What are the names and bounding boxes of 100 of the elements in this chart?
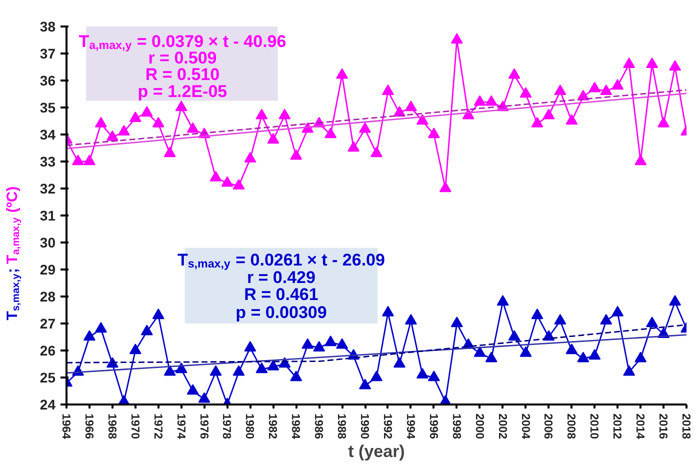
y-tick-label: 38	[40, 18, 56, 34]
point	[393, 357, 406, 368]
point	[152, 116, 164, 128]
x-tick-label: 1986	[312, 414, 324, 440]
point	[566, 344, 578, 354]
point	[359, 122, 372, 133]
point	[485, 352, 498, 362]
point	[669, 295, 682, 306]
x-tick-label: 1984	[289, 414, 302, 440]
x-tick-label: 1996	[426, 414, 439, 440]
point	[83, 330, 96, 341]
point	[359, 378, 372, 390]
x-tick-label: 1970	[128, 414, 140, 440]
point	[554, 314, 566, 324]
annotation: R = 0.510	[145, 65, 220, 84]
point	[600, 84, 612, 95]
x-tick-label: 1974	[174, 414, 186, 440]
point	[186, 384, 199, 395]
point	[404, 314, 417, 324]
point	[256, 108, 268, 120]
point	[267, 133, 280, 144]
y-tick-label: 36	[40, 72, 56, 88]
point	[588, 82, 601, 92]
x-tick-label: 1968	[105, 414, 118, 440]
point	[439, 182, 452, 192]
point	[175, 362, 188, 374]
x-tick-label: 2010	[588, 414, 600, 440]
point	[450, 33, 463, 44]
x-tick-label: 1978	[220, 414, 232, 440]
point	[531, 116, 544, 128]
point	[290, 370, 302, 382]
point	[508, 68, 520, 79]
point	[94, 116, 107, 128]
point	[554, 84, 566, 95]
point	[152, 308, 164, 320]
point	[634, 352, 647, 362]
y-tick-label: 27	[40, 316, 56, 332]
point	[370, 370, 382, 382]
x-tick-label: 2014	[634, 414, 646, 440]
y-tick-label: 30	[40, 234, 56, 250]
point	[129, 344, 142, 354]
y-axis-title: Ts,max,y; Ta,max,y (ºC)	[4, 186, 22, 320]
point	[302, 338, 314, 349]
x-tick-label: 1980	[243, 414, 256, 440]
point	[404, 100, 417, 112]
point	[416, 368, 428, 378]
point	[267, 360, 280, 370]
point	[244, 340, 256, 352]
point	[313, 340, 326, 352]
x-tick-label: 2000	[472, 414, 485, 440]
point	[382, 306, 394, 316]
x-axis-title: t (year)	[348, 442, 405, 462]
point	[382, 84, 394, 95]
point	[474, 95, 486, 106]
point	[634, 154, 647, 166]
point	[646, 316, 658, 328]
x-tick-label: 1992	[380, 414, 393, 440]
x-tick-label: 2008	[564, 414, 577, 440]
y-tick-label: 35	[40, 100, 56, 116]
point	[336, 338, 348, 349]
point	[669, 60, 682, 71]
point	[623, 57, 636, 68]
x-tick-label: 2012	[610, 414, 623, 440]
point	[566, 114, 578, 125]
point	[164, 146, 176, 158]
point	[106, 130, 118, 141]
point	[175, 100, 188, 112]
annotation: r = 0.509	[148, 48, 217, 68]
point	[428, 370, 440, 382]
y-tick-label: 29	[40, 262, 56, 278]
y-tick-label: 28	[40, 288, 56, 304]
point	[198, 392, 210, 403]
y-tick-label: 32	[40, 180, 56, 196]
point	[508, 330, 520, 341]
point	[612, 306, 624, 316]
point	[83, 154, 96, 166]
x-tick-label: 2002	[496, 414, 508, 440]
x-tick-label: 1994	[404, 414, 416, 440]
point	[450, 316, 463, 328]
annotation: p = 0.00309	[236, 303, 327, 322]
x-tick-label: 2006	[542, 414, 554, 440]
point	[520, 346, 532, 357]
x-tick-label: 1964	[60, 414, 72, 440]
point	[588, 349, 601, 360]
point	[428, 128, 440, 138]
point	[256, 362, 268, 374]
point	[278, 108, 291, 120]
point	[140, 106, 153, 117]
point	[348, 141, 360, 152]
y-tick-label: 33	[40, 154, 56, 170]
x-tick-label: 2018	[680, 414, 692, 440]
x-tick-label: 2004	[518, 414, 531, 440]
x-tick-label: 1982	[266, 414, 278, 440]
point	[324, 336, 337, 346]
point	[232, 178, 245, 190]
point	[485, 95, 498, 106]
point	[186, 122, 199, 133]
y-tick-label: 25	[40, 370, 56, 386]
annotation: R = 0.461	[244, 285, 318, 304]
point	[658, 116, 670, 128]
